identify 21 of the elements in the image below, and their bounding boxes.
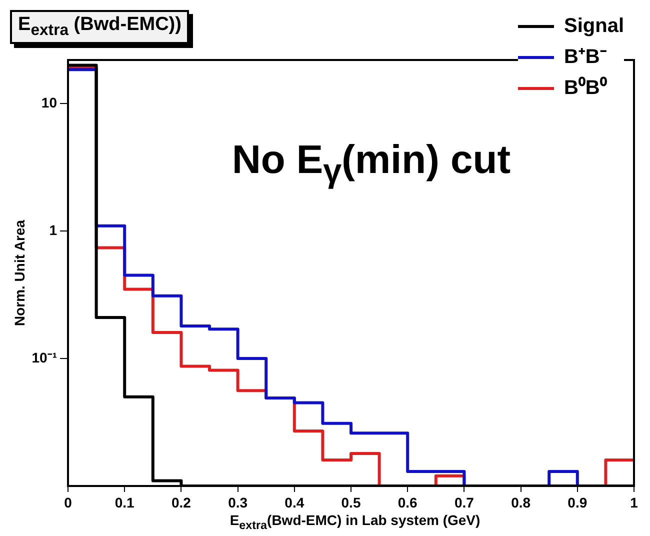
y-tick-label: 10⁻¹ [32,349,58,366]
chart-title: E$_{extra}$ (Bwd-EMC)) [10,10,190,44]
y-tick-label: 10 [41,94,58,110]
x-tick-label: 0.4 [284,494,304,510]
x-tick-label: 1 [630,494,638,510]
x-tick-label: 0.2 [171,494,192,510]
x-tick-label: 0.1 [114,494,135,510]
legend-label: Signal [564,14,624,39]
x-tick-label: 0.9 [568,494,588,510]
x-tick-label: 0.7 [454,494,474,510]
x-tick-label: 0.8 [511,494,531,510]
annotation: No E$_{γ}$(min) cut [232,138,511,191]
y-tick-label: 1 [49,222,58,238]
x-axis-title: E$_{extra}$(Bwd-EMC) in Lab system (GeV) [228,512,482,534]
y-axis-title: Norm. Unit Area [11,220,28,326]
legend-label: B⁰B⁰ [564,76,607,101]
x-tick-label: 0 [64,494,72,510]
x-tick-label: 0.6 [398,494,418,510]
x-tick-label: 0.5 [341,494,361,510]
x-tick-label: 0.3 [228,494,248,510]
legend-label: B⁺B⁻ [564,45,607,70]
